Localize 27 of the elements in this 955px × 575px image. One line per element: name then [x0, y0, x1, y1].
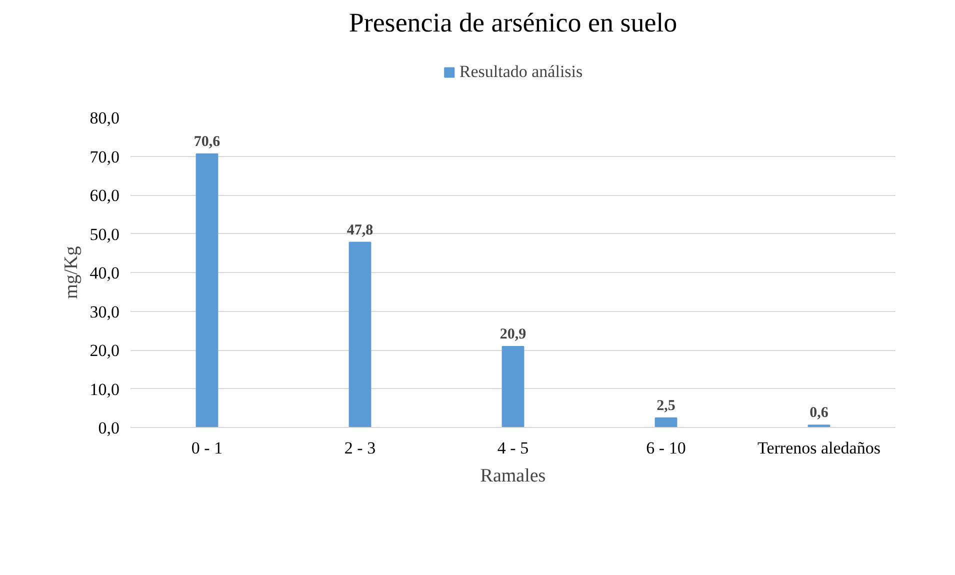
x-axis-title: Ramales — [480, 466, 546, 486]
bar — [196, 153, 218, 428]
y-tick-label: 40,0 — [90, 264, 120, 282]
y-axis-title: mg/Kg — [60, 246, 82, 299]
y-tick-label: 80,0 — [90, 108, 120, 128]
data-label: 70,6 — [194, 134, 221, 150]
bar — [348, 242, 372, 428]
y-tick-label: 60,0 — [90, 186, 120, 205]
x-tick-label: Terrenos aledaños — [758, 438, 880, 458]
legend-label: Resultado análisis — [459, 62, 583, 82]
y-tick-label: 20,0 — [90, 341, 120, 360]
x-tick-label: 2 - 3 — [344, 438, 376, 458]
x-tick-label: 4 - 5 — [497, 438, 529, 458]
x-tick-label: 6 - 10 — [646, 438, 686, 458]
data-label: 47,8 — [346, 222, 374, 238]
data-label: 20,9 — [500, 326, 526, 343]
y-tick-label: 10,0 — [90, 380, 120, 399]
y-tick-label: 30,0 — [90, 302, 120, 322]
y-tick-label: 70,0 — [90, 147, 120, 166]
bar — [654, 417, 678, 428]
data-label: 2,5 — [656, 398, 676, 414]
data-label: 0,6 — [810, 405, 829, 422]
y-tick-label: 50,0 — [90, 224, 120, 244]
bar — [502, 346, 524, 428]
y-tick-label: 0,0 — [98, 418, 120, 438]
chart-title: Presencia de arsénico en suelo — [348, 8, 678, 38]
x-tick-label: 0 - 1 — [191, 438, 223, 458]
